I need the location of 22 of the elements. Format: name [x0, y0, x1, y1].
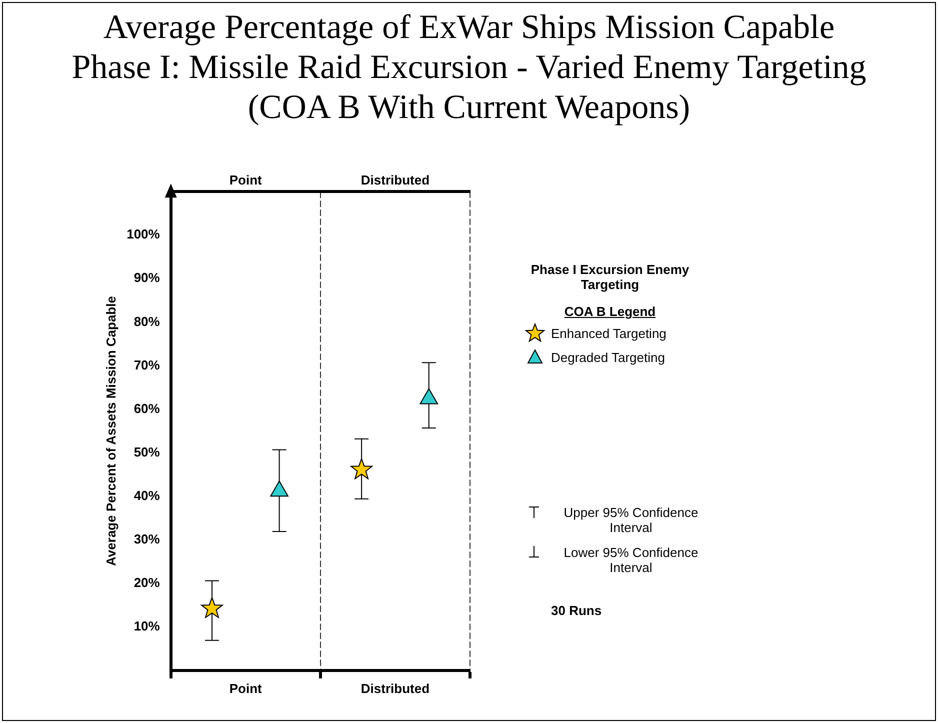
category-label: Distributed	[360, 680, 430, 696]
y-tick-label: 40%	[134, 488, 160, 503]
y-tick-label: 20%	[134, 574, 160, 590]
y-tick-label: 80%	[134, 314, 160, 329]
text: 30 Runs	[551, 603, 603, 618]
text: Lower 95% Confidence Interval	[562, 545, 700, 575]
y-tick-label: 60%	[134, 400, 160, 416]
chart-title: Average Percentage of ExWar Ships Mission Capable	[103, 9, 835, 46]
legend-label: Enhanced Targeting	[551, 326, 666, 340]
y-axis-title: Average Percent of Assets Mission Capable	[103, 296, 118, 566]
y-tick-label: 100%	[126, 226, 160, 242]
category-label: Point	[229, 680, 262, 696]
legend-label: Degraded Targeting	[551, 350, 665, 364]
text: COA B Legend	[563, 304, 657, 319]
text: Upper 95% Confidence Interval	[562, 505, 700, 535]
y-tick-label: 30%	[134, 531, 160, 546]
y-tick-label: 10%	[134, 618, 160, 634]
legend-title: Phase I Excursion Enemy Targeting	[530, 262, 690, 292]
y-tick-label: 50%	[134, 444, 160, 460]
y-tick-label: 70%	[134, 357, 160, 372]
y-tick-label: 90%	[134, 270, 160, 286]
chart-subtitle: Phase I: Missile Raid Excursion - Varied Enemy Targeting (COA B With Current Weapons)	[72, 49, 866, 126]
